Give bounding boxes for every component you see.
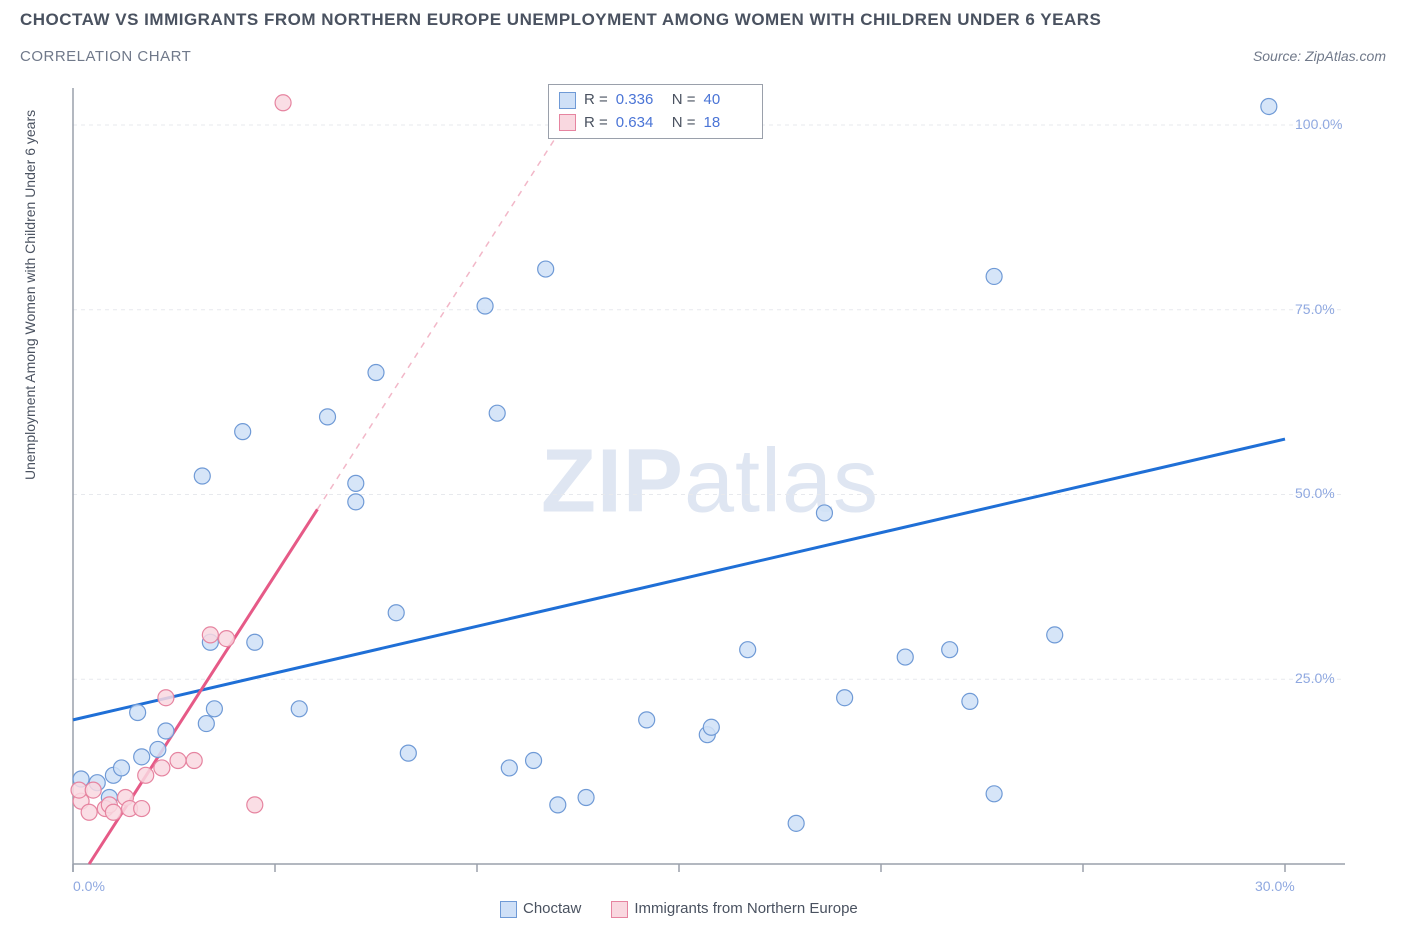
stats-r-label: R = bbox=[584, 112, 608, 135]
source-label: Source: ZipAtlas.com bbox=[1253, 48, 1386, 64]
axis-tick-label: 0.0% bbox=[73, 878, 105, 894]
axis-tick-label: 25.0% bbox=[1295, 670, 1335, 686]
stats-n-label: N = bbox=[672, 89, 696, 112]
axis-tick-label: 75.0% bbox=[1295, 301, 1335, 317]
legend-swatch-series1 bbox=[500, 901, 517, 918]
axis-tick-label: 100.0% bbox=[1295, 116, 1342, 132]
page-title: CHOCTAW VS IMMIGRANTS FROM NORTHERN EURO… bbox=[20, 10, 1386, 30]
stats-n-value-1: 40 bbox=[704, 89, 752, 112]
stats-box: R = 0.336 N = 40 R = 0.634 N = 18 bbox=[548, 84, 763, 139]
stats-n-label: N = bbox=[672, 112, 696, 135]
scatter-plot bbox=[65, 82, 1355, 882]
y-axis-label: Unemployment Among Women with Children U… bbox=[22, 110, 38, 480]
stats-row-1: R = 0.336 N = 40 bbox=[559, 89, 752, 112]
legend-swatch-series2 bbox=[611, 901, 628, 918]
stats-row-2: R = 0.634 N = 18 bbox=[559, 112, 752, 135]
stats-r-value-1: 0.336 bbox=[616, 89, 664, 112]
legend-label-1: Choctaw bbox=[523, 900, 581, 917]
stats-swatch-series1 bbox=[559, 92, 576, 109]
axis-tick-label: 50.0% bbox=[1295, 485, 1335, 501]
legend-item-2: Immigrants from Northern Europe bbox=[611, 900, 857, 918]
stats-swatch-series2 bbox=[559, 114, 576, 131]
legend-label-2: Immigrants from Northern Europe bbox=[634, 900, 857, 917]
subtitle: CORRELATION CHART bbox=[20, 48, 191, 65]
stats-r-label: R = bbox=[584, 89, 608, 112]
header: CHOCTAW VS IMMIGRANTS FROM NORTHERN EURO… bbox=[0, 0, 1406, 65]
chart-area: ZIPatlas bbox=[65, 82, 1355, 882]
stats-n-value-2: 18 bbox=[704, 112, 752, 135]
legend: Choctaw Immigrants from Northern Europe bbox=[500, 900, 858, 918]
legend-item-1: Choctaw bbox=[500, 900, 581, 918]
axis-tick-label: 30.0% bbox=[1255, 878, 1295, 894]
subtitle-row: CORRELATION CHART Source: ZipAtlas.com bbox=[20, 48, 1386, 65]
stats-r-value-2: 0.634 bbox=[616, 112, 664, 135]
